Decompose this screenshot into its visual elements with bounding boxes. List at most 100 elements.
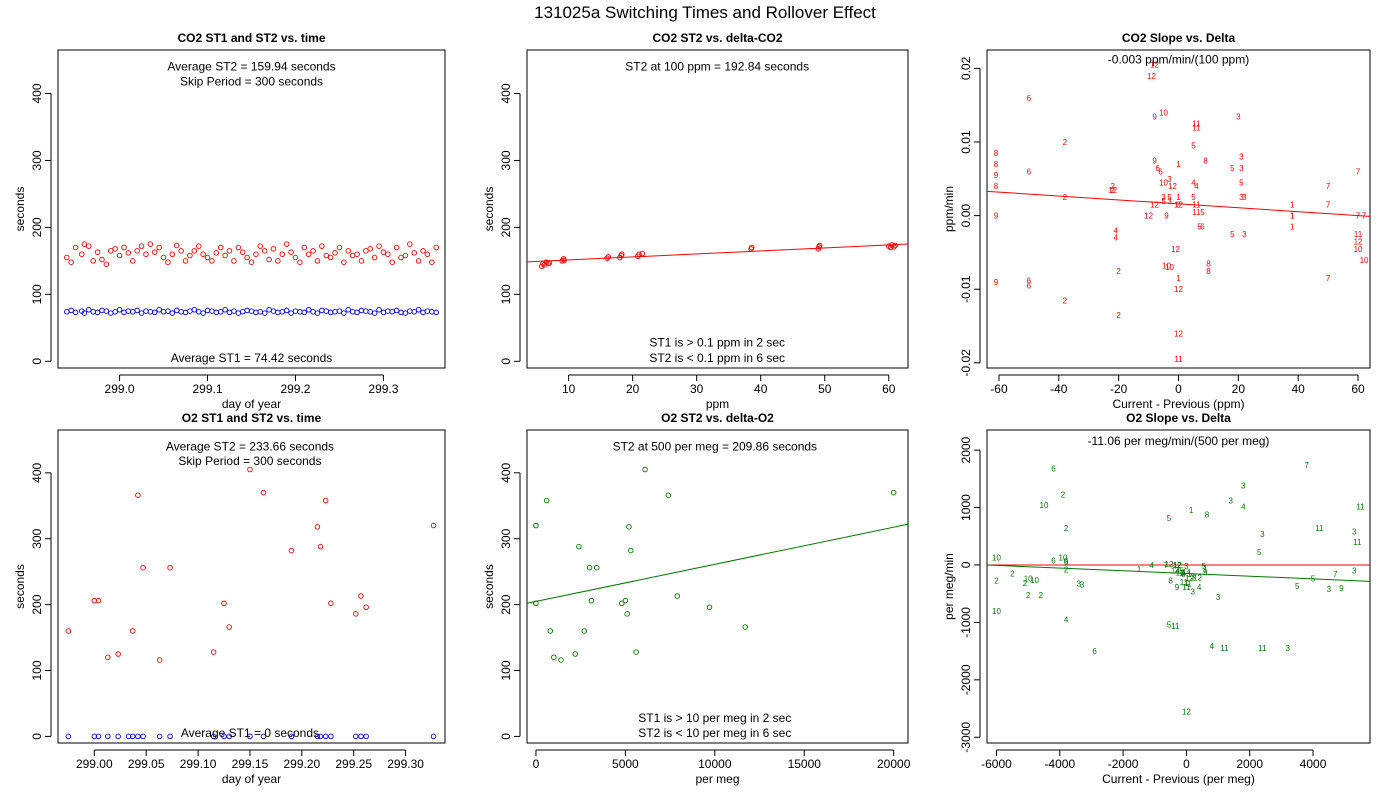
point-label: 3: [1239, 153, 1244, 162]
data-point: [257, 309, 264, 315]
plot-frame: [986, 49, 1371, 369]
y-tick-label: 300: [499, 150, 513, 170]
data-point: [636, 251, 642, 257]
point-label: 11: [1220, 644, 1229, 653]
data-point: [358, 258, 365, 264]
data-point: [134, 307, 140, 314]
y-tick-label: 1000: [959, 494, 973, 521]
point-label: 3: [1229, 497, 1234, 506]
x-tick-label: 299.25: [335, 757, 372, 771]
data-point: [292, 308, 299, 314]
data-point: [665, 492, 672, 498]
data-point: [411, 309, 417, 315]
data-point: [99, 307, 105, 314]
point-label: 7: [1164, 561, 1169, 570]
point-label: 8: [1203, 156, 1208, 165]
y-tick-label: 100: [30, 660, 44, 680]
annotation: -11.06 per meg/min/(500 per meg): [1088, 434, 1270, 448]
data-point: [231, 308, 237, 314]
data-point: [173, 242, 180, 249]
point-label: 10: [1354, 245, 1363, 254]
data-point: [266, 256, 272, 263]
data-point: [222, 307, 228, 313]
x-tick-label: 20: [626, 382, 640, 396]
data-point: [134, 248, 140, 254]
data-point: [105, 654, 111, 661]
data-point: [279, 251, 286, 257]
chart-title: CO2 ST2 vs. delta-CO2: [652, 31, 782, 45]
data-point: [78, 251, 85, 257]
point-label: 12: [1174, 285, 1183, 294]
point-label: 6: [1027, 167, 1032, 176]
data-point: [310, 248, 316, 254]
data-point: [270, 308, 277, 314]
y-tick-label: 300: [30, 528, 44, 548]
data-point: [633, 649, 639, 655]
point-label: 3: [1352, 528, 1357, 537]
point-label: 2: [1039, 591, 1044, 600]
point-label: 10: [1159, 109, 1168, 118]
point-label: 5: [1161, 197, 1166, 206]
data-point: [260, 733, 267, 740]
data-point: [353, 733, 359, 740]
y-tick-label: 0.02: [959, 56, 973, 80]
data-point: [336, 308, 343, 314]
point-label: 3: [1239, 164, 1244, 173]
point-label: 1: [1187, 570, 1192, 579]
data-point: [221, 733, 227, 740]
data-layer: [527, 242, 908, 269]
point-label: 1: [1187, 579, 1192, 588]
point-label: 2: [1064, 566, 1069, 575]
point-label: 8: [1181, 570, 1186, 579]
x-tick-label: 40: [1292, 382, 1306, 396]
data-point: [90, 309, 96, 315]
data-point: [297, 259, 303, 265]
data-point: [576, 543, 582, 550]
data-point: [572, 651, 579, 657]
point-label: 3: [1184, 562, 1189, 571]
data-point: [65, 733, 72, 740]
data-point: [169, 251, 176, 257]
fit-line: [987, 190, 1370, 217]
point-label: 3: [1161, 193, 1166, 202]
data-point: [561, 257, 567, 263]
data-point: [363, 248, 369, 254]
point-label: 12: [1144, 212, 1153, 221]
y-tick-label: 100: [499, 660, 513, 680]
point-label: 12: [1147, 72, 1156, 81]
point-label: 7: [1326, 274, 1331, 283]
x-tick-label: 60: [882, 382, 896, 396]
data-point: [317, 543, 324, 550]
point-label: 1: [1176, 193, 1181, 202]
data-point: [288, 733, 295, 740]
chart-title: CO2 ST1 and ST2 vs. time: [177, 31, 325, 45]
chart-o2-st2-delta: O2 ST2 vs. delta-O2 0 5000 10000 15000 20000 p…: [482, 411, 911, 786]
data-point: [129, 628, 136, 634]
point-label: 10: [992, 607, 1001, 616]
point-label: 10: [1165, 263, 1174, 272]
plot-frame: [986, 429, 1371, 744]
annotation: ST1 is > 10 per meg in 2 sec: [638, 711, 791, 725]
data-point: [226, 733, 232, 740]
data-point: [605, 254, 612, 260]
data-point: [191, 248, 198, 254]
y-tick-label: 2000: [959, 436, 973, 463]
data-point: [393, 244, 400, 251]
point-label: 10: [1162, 262, 1171, 271]
point-label: 9: [1152, 156, 1157, 165]
data-point: [138, 310, 145, 316]
data-point: [345, 248, 352, 254]
chart-co2-time: CO2 ST1 and ST2 vs. time 299.0 299.1 299.2 2…: [13, 31, 446, 411]
data-point: [288, 310, 294, 316]
point-label: 5: [1191, 142, 1196, 151]
point-label: 9: [994, 278, 999, 287]
data-point: [586, 564, 593, 571]
point-label: 12: [1172, 561, 1181, 570]
point-label: 2: [1063, 138, 1068, 147]
data-point: [430, 522, 437, 529]
point-label: 8: [994, 149, 999, 158]
point-label: 3: [1167, 175, 1172, 184]
x-tick-label: 299.1: [193, 382, 223, 396]
data-point: [257, 243, 264, 249]
x-tick-label: 40: [754, 382, 768, 396]
